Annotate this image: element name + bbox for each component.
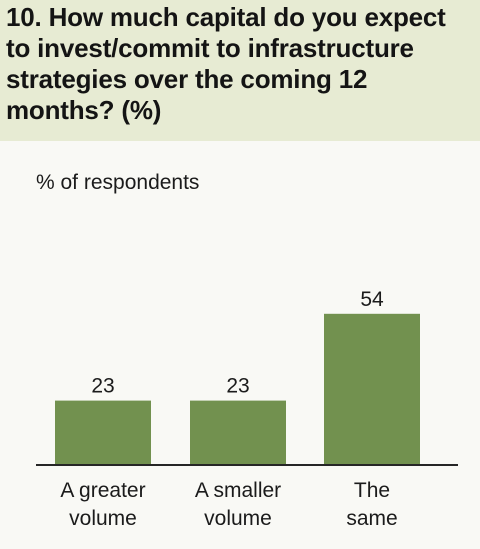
data-label: 23 [226, 375, 249, 398]
category-label: A smaller [195, 479, 281, 502]
chart-title: 10. How much capital do you expect to in… [6, 2, 446, 125]
bar-chart: 23 A greater volume 23 A smaller volume 54 The s… [36, 288, 458, 530]
data-label: 23 [91, 375, 114, 398]
category-label: A greater [60, 479, 145, 502]
chart-panel: % of respondents 23 A greater volume 23 A sm… [0, 141, 480, 549]
data-label: 54 [360, 288, 384, 311]
bar [324, 313, 420, 465]
category-label: volume [204, 507, 272, 530]
bar [55, 400, 151, 465]
bar [190, 400, 286, 465]
category-label: volume [69, 507, 137, 530]
y-axis-label: % of respondents [36, 171, 200, 194]
category-label: same [346, 507, 397, 530]
category-label: The [354, 479, 390, 502]
